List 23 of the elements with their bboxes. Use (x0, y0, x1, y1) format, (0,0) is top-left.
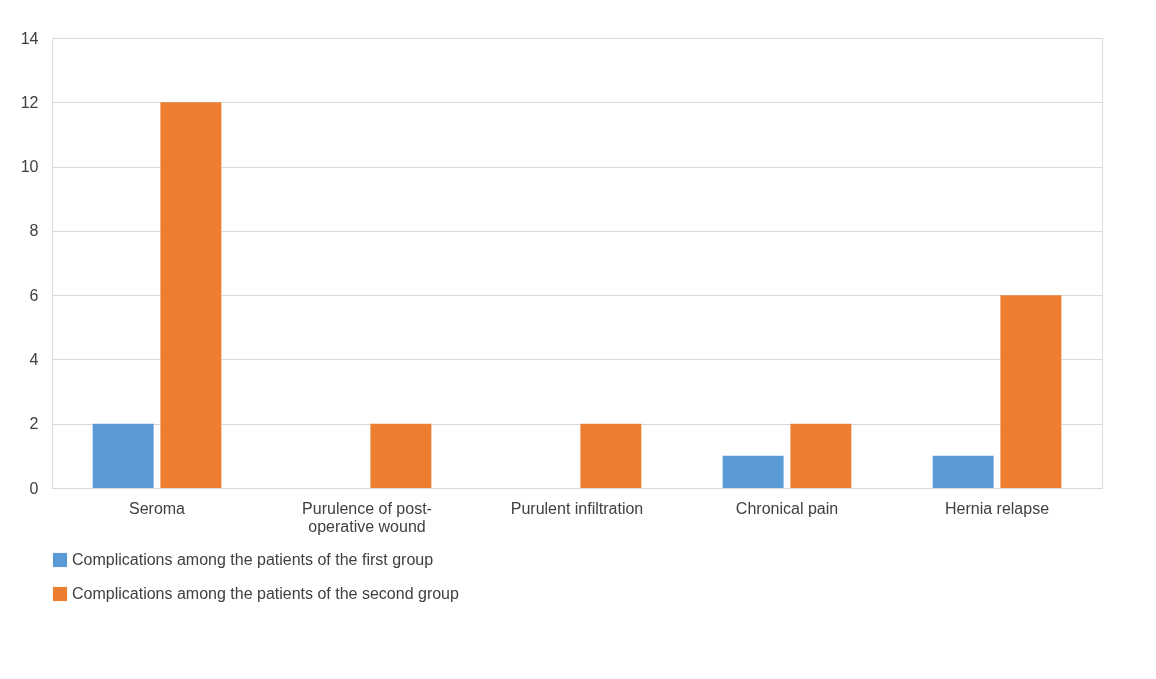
x-tick-label: Chronical pain (735, 499, 839, 517)
y-tick-label: 8 (29, 222, 39, 240)
y-tick-label: 0 (29, 479, 39, 497)
y-tick-label: 10 (20, 158, 39, 176)
y-tick-label: 14 (20, 29, 39, 47)
legend-label: Complications among the patients of the first group (72, 551, 434, 568)
y-tick-label: 2 (29, 415, 39, 433)
x-tick-label: Hernia relapse (944, 499, 1050, 517)
bar (92, 423, 154, 488)
bar (1000, 295, 1062, 488)
x-tick-label: Seroma (128, 499, 186, 517)
bar (790, 423, 852, 488)
legend-label: Complications among the patients of the second group (72, 585, 460, 602)
bar (722, 455, 784, 488)
y-tick-label: 12 (20, 93, 39, 111)
bar (580, 423, 642, 488)
y-tick-label: 6 (29, 286, 39, 304)
y-tick-label: 4 (29, 350, 39, 368)
bar (370, 423, 432, 488)
x-tick-label: Purulent infiltration (510, 499, 644, 517)
x-tick-label: Purulence of post-operative wound (302, 499, 432, 535)
bar (932, 455, 994, 488)
bar (160, 102, 222, 488)
